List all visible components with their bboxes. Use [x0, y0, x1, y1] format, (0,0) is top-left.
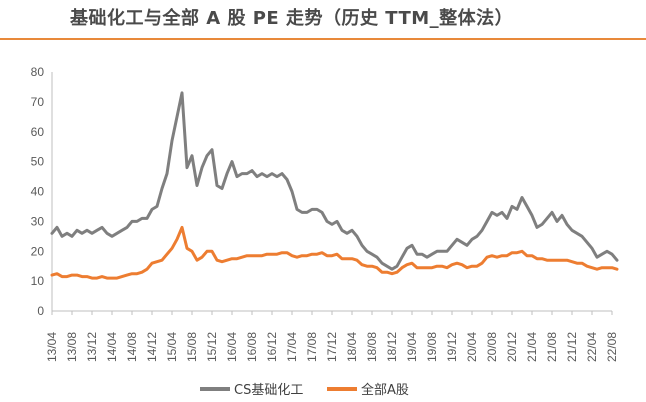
legend-label-2: 全部A股 [361, 382, 409, 398]
y-tick-label: 60 [31, 125, 45, 139]
x-tick-label: 18/04 [345, 332, 359, 362]
x-tick-label: 18/08 [365, 332, 379, 362]
title-divider [0, 38, 646, 40]
x-tick-label: 20/12 [505, 332, 519, 362]
y-tick-label: 0 [37, 304, 44, 318]
x-tick-label: 15/12 [205, 332, 219, 362]
x-tick-label: 14/04 [105, 332, 119, 362]
x-tick-label: 16/08 [245, 332, 259, 362]
x-tick-label: 17/04 [285, 332, 299, 362]
y-tick-label: 30 [31, 214, 45, 228]
x-tick-label: 20/04 [465, 332, 479, 362]
x-tick-label: 21/08 [545, 332, 559, 362]
y-tick-label: 80 [31, 65, 45, 79]
y-tick-label: 40 [31, 185, 45, 199]
x-axis: 13/04 13/08 13/12 14/04 14/08 14/12 15/04 15/08… [45, 310, 619, 362]
x-tick-label: 19/08 [425, 332, 439, 362]
series-line-1 [50, 91, 619, 271]
y-axis: 0 10 20 30 40 50 60 70 80 [31, 65, 53, 318]
x-tick-label: 15/08 [185, 332, 199, 362]
x-tick-label: 14/12 [145, 332, 159, 362]
x-tick-label: 14/08 [125, 332, 139, 362]
x-tick-label: 22/04 [585, 332, 599, 362]
x-tick-label: 19/04 [405, 332, 419, 362]
x-tick-label: 20/08 [485, 332, 499, 362]
x-tick-label: 18/12 [385, 332, 399, 362]
x-tick-label: 17/12 [325, 332, 339, 362]
y-tick-label: 10 [31, 274, 45, 288]
x-tick-label: 13/04 [45, 332, 59, 362]
legend-label-1: CS基础化工 [234, 383, 303, 398]
x-tick-label: 17/08 [305, 332, 319, 362]
chart-title: 基础化工与全部 A 股 PE 走势（历史 TTM_整体法） [70, 8, 514, 29]
x-tick-label: 19/12 [445, 332, 459, 362]
legend: CS基础化工 全部A股 [200, 382, 409, 398]
y-tick-label: 50 [31, 155, 45, 169]
y-tick-label: 20 [31, 244, 45, 258]
x-tick-label: 16/12 [265, 332, 279, 362]
x-tick-label: 15/04 [165, 332, 179, 362]
y-tick-label: 70 [31, 95, 45, 109]
x-tick-label: 21/04 [525, 332, 539, 362]
x-tick-label: 16/04 [225, 332, 239, 362]
series-layer [50, 91, 619, 280]
series-line-2 [50, 225, 619, 280]
x-tick-label: 13/12 [85, 332, 99, 362]
x-tick-label: 22/08 [605, 332, 619, 362]
x-tick-label: 13/08 [65, 332, 79, 362]
x-tick-label: 21/12 [565, 332, 579, 362]
